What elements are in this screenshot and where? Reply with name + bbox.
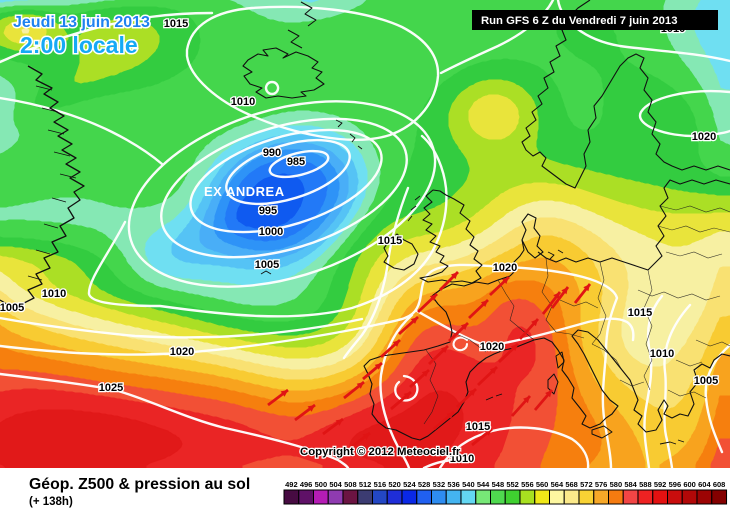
svg-text:568: 568 xyxy=(565,480,578,489)
svg-text:584: 584 xyxy=(624,480,637,489)
svg-text:504: 504 xyxy=(329,480,342,489)
svg-text:520: 520 xyxy=(388,480,401,489)
svg-text:592: 592 xyxy=(654,480,667,489)
svg-text:572: 572 xyxy=(580,480,593,489)
svg-text:1010: 1010 xyxy=(450,453,474,465)
svg-text:540: 540 xyxy=(462,480,475,489)
svg-text:1010: 1010 xyxy=(650,348,674,360)
svg-text:524: 524 xyxy=(403,480,416,489)
svg-text:492: 492 xyxy=(285,480,298,489)
svg-text:496: 496 xyxy=(300,480,313,489)
svg-text:1005: 1005 xyxy=(694,375,718,387)
svg-text:EX ANDREA: EX ANDREA xyxy=(204,184,285,199)
svg-text:1020: 1020 xyxy=(170,346,194,358)
svg-text:560: 560 xyxy=(536,480,549,489)
svg-text:1015: 1015 xyxy=(378,235,402,247)
svg-text:604: 604 xyxy=(698,480,711,489)
svg-text:552: 552 xyxy=(506,480,519,489)
svg-text:608: 608 xyxy=(713,480,726,489)
svg-text:512: 512 xyxy=(359,480,372,489)
svg-text:1015: 1015 xyxy=(628,307,652,319)
svg-text:596: 596 xyxy=(669,480,682,489)
svg-text:1020: 1020 xyxy=(480,341,504,353)
svg-text:1005: 1005 xyxy=(255,259,279,271)
svg-text:528: 528 xyxy=(418,480,431,489)
svg-text:1015: 1015 xyxy=(164,18,188,30)
svg-text:(+ 138h): (+ 138h) xyxy=(29,496,73,508)
svg-text:536: 536 xyxy=(447,480,460,489)
svg-text:1000: 1000 xyxy=(259,226,283,238)
svg-text:544: 544 xyxy=(477,480,490,489)
svg-text:556: 556 xyxy=(521,480,534,489)
svg-text:990: 990 xyxy=(263,147,281,159)
svg-text:580: 580 xyxy=(610,480,623,489)
svg-text:1020: 1020 xyxy=(493,262,517,274)
svg-text:1015: 1015 xyxy=(466,421,490,433)
svg-text:588: 588 xyxy=(639,480,652,489)
svg-text:Géop. Z500 & pression au sol: Géop. Z500 & pression au sol xyxy=(29,476,250,493)
svg-text:1025: 1025 xyxy=(99,382,123,394)
svg-text:600: 600 xyxy=(683,480,696,489)
svg-text:548: 548 xyxy=(492,480,505,489)
svg-text:1010: 1010 xyxy=(42,288,66,300)
svg-text:500: 500 xyxy=(315,480,328,489)
svg-text:1005: 1005 xyxy=(0,302,24,314)
svg-text:532: 532 xyxy=(433,480,446,489)
svg-text:516: 516 xyxy=(374,480,387,489)
svg-text:576: 576 xyxy=(595,480,608,489)
svg-text:564: 564 xyxy=(551,480,564,489)
svg-text:Copyright © 2012 Meteociel.fr: Copyright © 2012 Meteociel.fr xyxy=(300,446,461,458)
svg-text:1020: 1020 xyxy=(692,131,716,143)
svg-text:995: 995 xyxy=(259,205,277,217)
svg-text:Run GFS 6 Z du Vendredi 7 juin: Run GFS 6 Z du Vendredi 7 juin 2013 xyxy=(481,15,677,27)
svg-text:1010: 1010 xyxy=(231,96,255,108)
svg-text:2:00 locale: 2:00 locale xyxy=(20,32,138,58)
svg-text:985: 985 xyxy=(287,156,305,168)
svg-text:Jeudi 13 juin 2013: Jeudi 13 juin 2013 xyxy=(13,14,150,31)
svg-text:508: 508 xyxy=(344,480,357,489)
